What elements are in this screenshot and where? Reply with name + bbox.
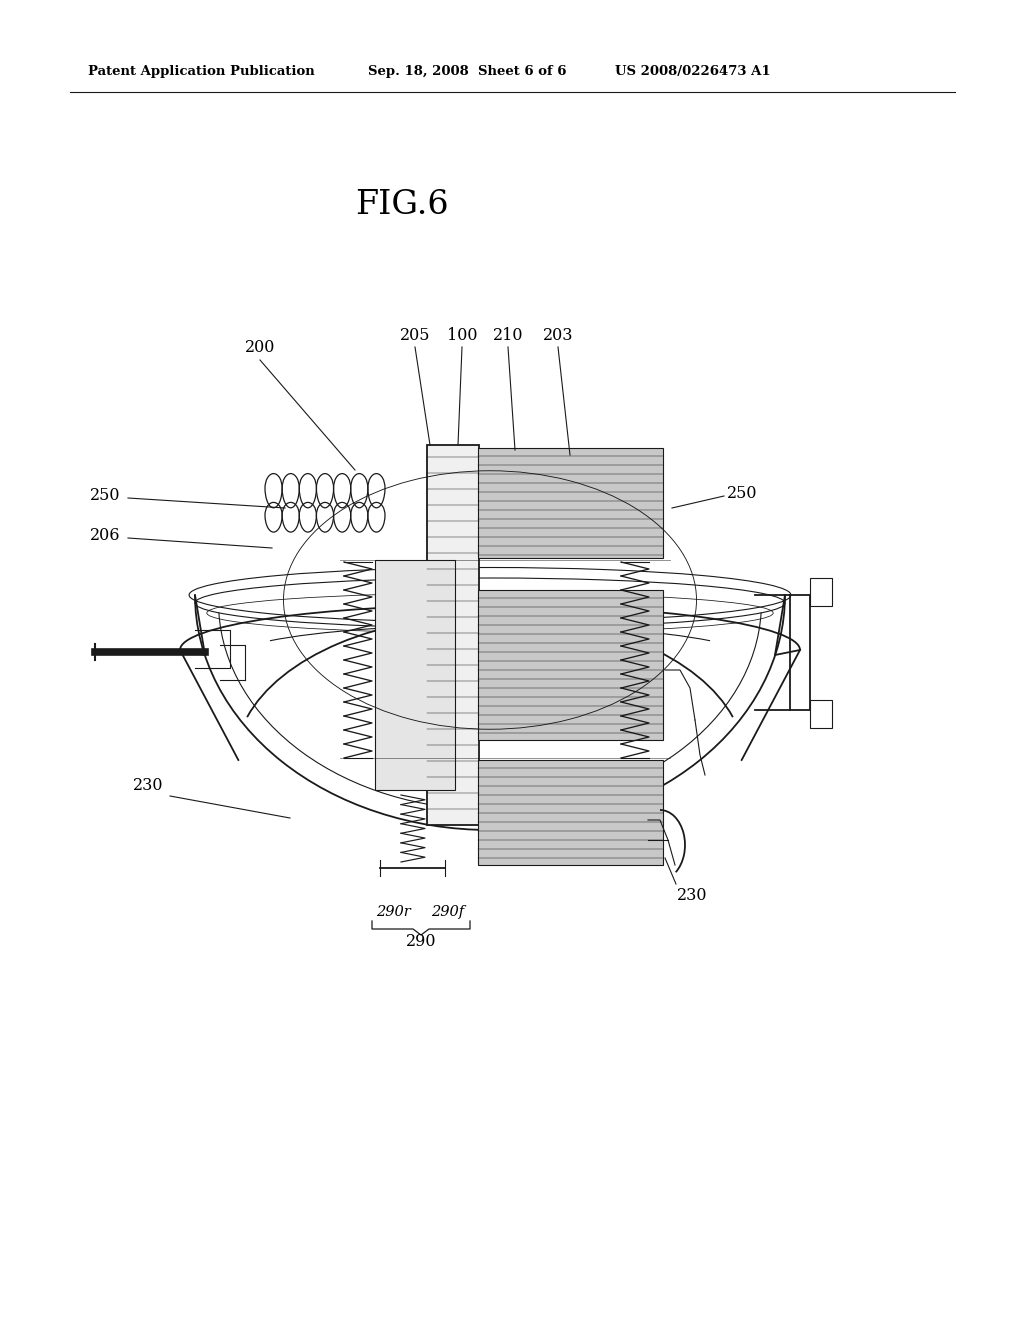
Text: 100: 100	[446, 327, 477, 345]
Text: Sep. 18, 2008  Sheet 6 of 6: Sep. 18, 2008 Sheet 6 of 6	[368, 66, 566, 78]
Text: 250: 250	[727, 486, 758, 503]
Text: US 2008/0226473 A1: US 2008/0226473 A1	[615, 66, 771, 78]
Bar	[375, 560, 455, 789]
Text: 250: 250	[90, 487, 120, 504]
Text: 210: 210	[493, 327, 523, 345]
Text: 203: 203	[543, 327, 573, 345]
Text: 290f: 290f	[431, 906, 465, 919]
Text: 290: 290	[406, 933, 436, 950]
Bar	[478, 590, 663, 741]
Bar	[810, 700, 831, 729]
Text: Patent Application Publication: Patent Application Publication	[88, 66, 314, 78]
Text: 290r: 290r	[376, 906, 411, 919]
Text: 200: 200	[245, 339, 275, 356]
Text: 230: 230	[677, 887, 708, 904]
Text: 205: 205	[399, 327, 430, 345]
Bar	[427, 445, 479, 825]
Text: FIG.6: FIG.6	[355, 189, 449, 220]
Text: 230: 230	[133, 777, 163, 795]
Bar	[810, 578, 831, 606]
Text: 206: 206	[90, 528, 120, 544]
Bar	[478, 447, 663, 558]
Bar	[478, 760, 663, 865]
